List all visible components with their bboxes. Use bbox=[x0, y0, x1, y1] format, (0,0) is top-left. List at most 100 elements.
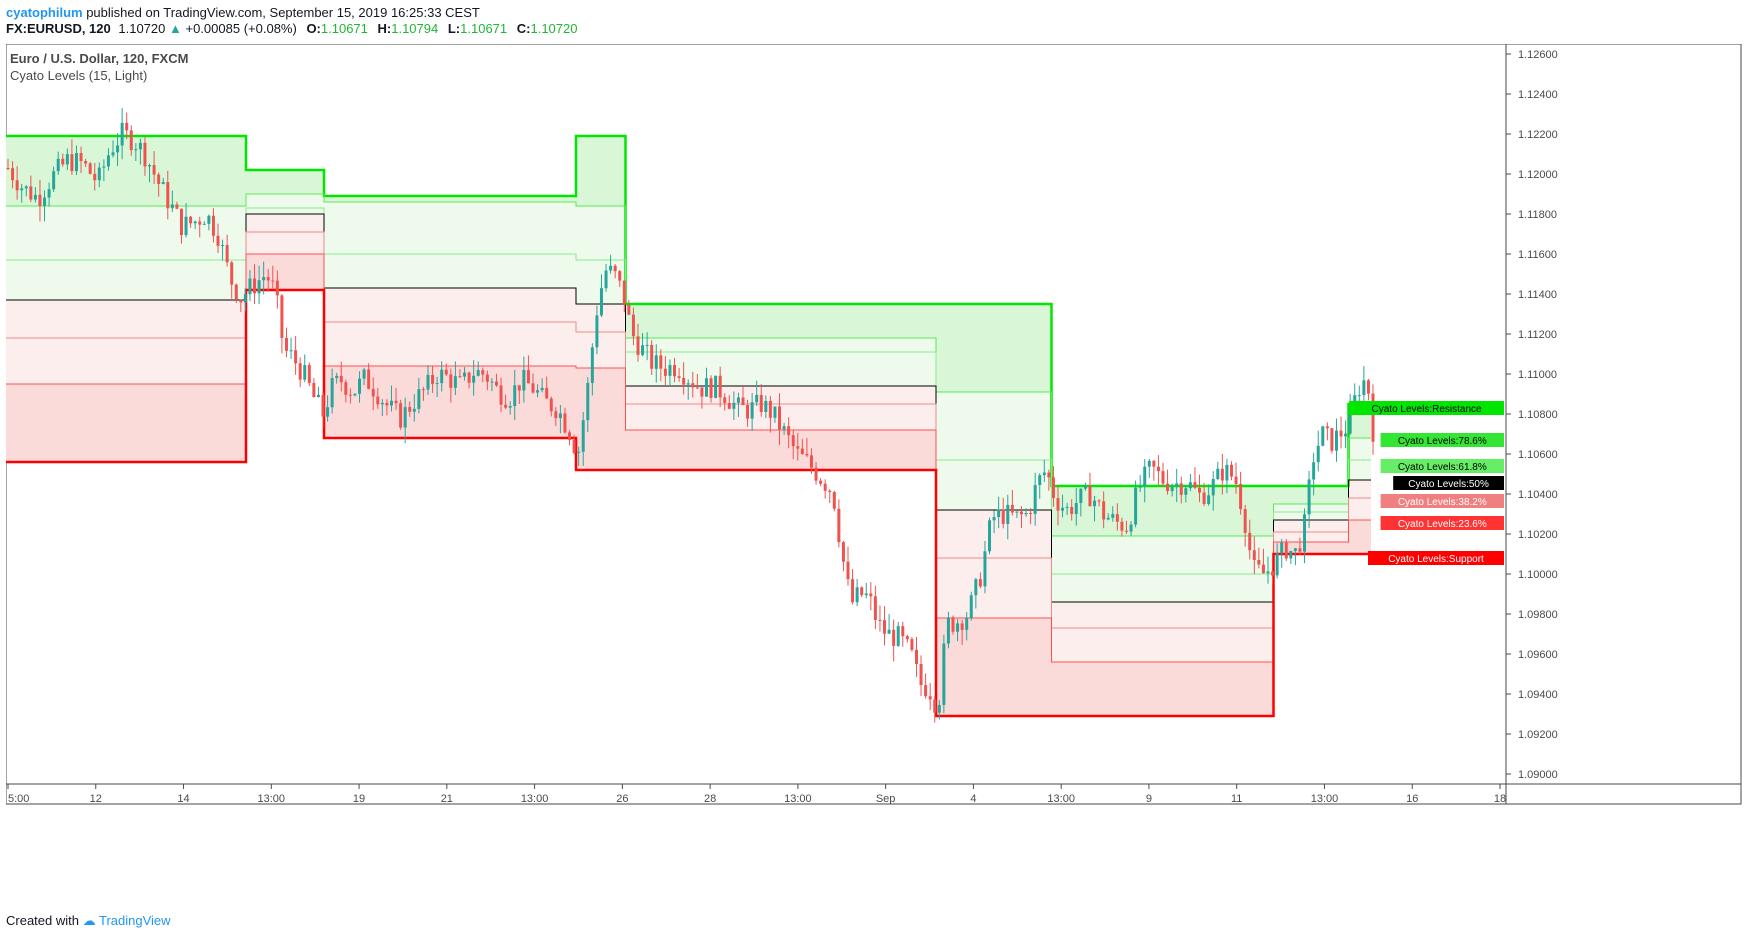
candle-body bbox=[974, 579, 978, 596]
candle-body bbox=[1120, 521, 1124, 531]
candle-body bbox=[764, 400, 768, 413]
candle-body bbox=[704, 378, 708, 397]
candle-body bbox=[558, 413, 562, 419]
candle-body bbox=[394, 400, 398, 404]
level-label-box bbox=[1380, 494, 1504, 508]
candle-body bbox=[380, 402, 384, 405]
candle-body bbox=[1166, 483, 1170, 492]
support-zone bbox=[1051, 662, 1274, 716]
support-zone bbox=[1273, 542, 1349, 554]
candle-body bbox=[969, 595, 973, 619]
candle-body bbox=[362, 369, 366, 379]
price-chart[interactable]: 1.09000 1.09200 1.09400 1.09600 1.09800 1.100… bbox=[5, 43, 1742, 899]
x-tick-label: 19 bbox=[353, 793, 365, 805]
resistance-zone bbox=[625, 304, 936, 338]
candle-body bbox=[348, 394, 352, 396]
candle-body bbox=[1321, 426, 1325, 446]
candle-body bbox=[307, 365, 311, 384]
candle-body bbox=[855, 587, 859, 603]
candle-body bbox=[189, 216, 193, 224]
indicator-name[interactable]: Cyato Levels (15, Light) bbox=[10, 68, 148, 83]
candle-body bbox=[910, 639, 914, 650]
candle-body bbox=[1289, 550, 1293, 559]
candle-body bbox=[1006, 504, 1010, 524]
candle-body bbox=[1298, 548, 1302, 552]
support-zone bbox=[936, 618, 1052, 716]
tradingview-brand[interactable]: TradingView bbox=[99, 913, 171, 928]
candle-body bbox=[476, 370, 480, 376]
upper-zone bbox=[936, 392, 1052, 510]
candle-body bbox=[914, 649, 918, 664]
chart-container[interactable]: 1.09000 1.09200 1.09400 1.09600 1.09800 1.100… bbox=[5, 43, 1742, 899]
candle-body bbox=[179, 208, 183, 236]
candle-body bbox=[52, 171, 56, 190]
candle-body bbox=[1047, 472, 1051, 478]
author-name[interactable]: cyatophilum bbox=[6, 5, 83, 20]
candle-body bbox=[1010, 504, 1014, 513]
symbol-label: FX:EURUSD, 120 bbox=[6, 21, 111, 36]
candle-body bbox=[965, 618, 969, 630]
upper-zone bbox=[1348, 438, 1371, 480]
candle-body bbox=[673, 365, 677, 377]
candle-body bbox=[266, 277, 270, 281]
candle-body bbox=[330, 378, 334, 408]
tradingview-logo-icon[interactable]: ☁ bbox=[82, 913, 96, 928]
candle-body bbox=[654, 355, 658, 369]
candle-body bbox=[1115, 514, 1119, 522]
candle-body bbox=[298, 363, 302, 380]
candle-body bbox=[627, 304, 631, 315]
candle-body bbox=[234, 284, 238, 300]
candle-body bbox=[1134, 487, 1138, 525]
candle-body bbox=[581, 420, 585, 452]
candle-body bbox=[70, 154, 74, 172]
candle-body bbox=[316, 394, 320, 398]
candle-body bbox=[490, 381, 494, 383]
candle-body bbox=[677, 376, 681, 378]
candle-body bbox=[449, 374, 453, 388]
high-value: 1.10794 bbox=[391, 21, 439, 36]
candle-body bbox=[207, 215, 211, 224]
candle-body bbox=[344, 382, 348, 395]
candle-body bbox=[47, 189, 51, 198]
candle-body bbox=[1266, 571, 1270, 574]
candle-body bbox=[1248, 532, 1252, 551]
candle-body bbox=[928, 696, 932, 700]
lower-zone bbox=[6, 300, 246, 384]
candle-body bbox=[645, 344, 649, 346]
candle-body bbox=[1061, 507, 1065, 511]
candle-body bbox=[1216, 468, 1220, 480]
candle-body bbox=[93, 173, 97, 181]
y-tick-label: 1.12600 bbox=[1518, 49, 1558, 61]
candle-body bbox=[513, 385, 517, 407]
change-value: +0.00085 (+0.08%) bbox=[185, 21, 297, 36]
candle-body bbox=[198, 221, 202, 225]
level-line-r786 bbox=[6, 193, 1371, 537]
candle-body bbox=[782, 426, 786, 430]
candle-body bbox=[1344, 433, 1348, 437]
candle-body bbox=[577, 451, 581, 453]
candle-body bbox=[1102, 501, 1106, 520]
x-tick-label: 12 bbox=[90, 793, 102, 805]
level-label-text: Cyato Levels:50% bbox=[1408, 479, 1489, 490]
candle-body bbox=[942, 643, 946, 705]
candle-body bbox=[1156, 466, 1160, 472]
candle-body bbox=[463, 372, 467, 377]
candle-body bbox=[1143, 466, 1147, 487]
level-label-box bbox=[1368, 551, 1504, 565]
created-with-text: Created with bbox=[6, 913, 79, 928]
candle-body bbox=[1033, 485, 1037, 514]
candle-body bbox=[522, 370, 526, 391]
level-label-text: Cyato Levels:78.6% bbox=[1398, 436, 1487, 447]
candle-body bbox=[841, 542, 845, 562]
candle-body bbox=[157, 174, 161, 184]
candle-body bbox=[750, 402, 754, 419]
candle-body bbox=[905, 636, 909, 640]
lower-zone bbox=[324, 288, 576, 366]
candle-body bbox=[1207, 495, 1211, 504]
level-label-text: Cyato Levels:Resistance bbox=[1372, 404, 1482, 415]
candle-body bbox=[116, 145, 120, 153]
candle-body bbox=[408, 407, 412, 412]
level-label-box bbox=[1380, 433, 1504, 447]
candle-body bbox=[1184, 488, 1188, 495]
candle-body bbox=[832, 492, 836, 509]
